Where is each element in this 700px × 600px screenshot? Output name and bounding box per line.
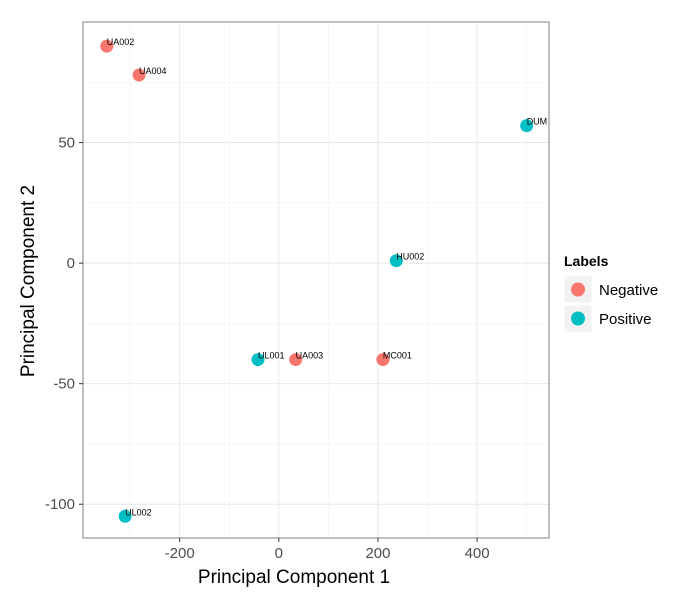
axis-layer: -200 0 200 400 -100 -50 0 50 bbox=[45, 21, 550, 562]
point-label-dum: DUM bbox=[527, 117, 548, 127]
data-point-hu002 bbox=[389, 254, 403, 268]
point-label-hu002: HU002 bbox=[396, 252, 424, 262]
legend-title: Labels bbox=[564, 253, 609, 269]
panel-border bbox=[82, 21, 550, 539]
legend: Labels Negative Positive bbox=[563, 253, 658, 333]
y-tick-label: 0 bbox=[67, 255, 75, 272]
legend-swatch-negative bbox=[571, 282, 585, 297]
data-point-ua003 bbox=[289, 353, 303, 367]
point-label-ua003: UA003 bbox=[296, 351, 324, 361]
point-layer: UA002 UA004 DUM HU002 UL001 UA003 MC001 UL002 bbox=[100, 37, 547, 523]
x-tick-label: -200 bbox=[165, 545, 195, 562]
x-tick-label: 0 bbox=[275, 545, 283, 562]
data-point-ul001 bbox=[251, 353, 265, 367]
data-point-ua002 bbox=[100, 39, 114, 53]
point-label-mc001: MC001 bbox=[383, 351, 412, 361]
y-axis-title: Principal Component 2 bbox=[18, 185, 39, 377]
plot-panel bbox=[83, 22, 549, 538]
x-axis-title: Principal Component 1 bbox=[198, 567, 390, 588]
point-label-ua004: UA004 bbox=[139, 66, 167, 76]
legend-label-positive: Positive bbox=[599, 311, 652, 328]
x-tick-label: 200 bbox=[365, 545, 390, 562]
point-label-ua002: UA002 bbox=[107, 37, 135, 47]
y-tick-label: -100 bbox=[45, 496, 75, 513]
point-label-ul001: UL001 bbox=[258, 351, 285, 361]
y-tick-label: -50 bbox=[53, 376, 75, 393]
data-point-ul002 bbox=[118, 509, 132, 523]
point-label-ul002: UL002 bbox=[125, 507, 152, 517]
legend-swatch-positive bbox=[571, 311, 585, 326]
y-tick-label: 50 bbox=[58, 135, 75, 152]
x-tick-label: 400 bbox=[465, 545, 490, 562]
grid-layer bbox=[83, 22, 549, 538]
data-point-dum bbox=[520, 119, 534, 133]
data-point-mc001 bbox=[376, 353, 390, 367]
legend-label-negative: Negative bbox=[599, 282, 658, 299]
data-point-ua004 bbox=[132, 68, 146, 82]
